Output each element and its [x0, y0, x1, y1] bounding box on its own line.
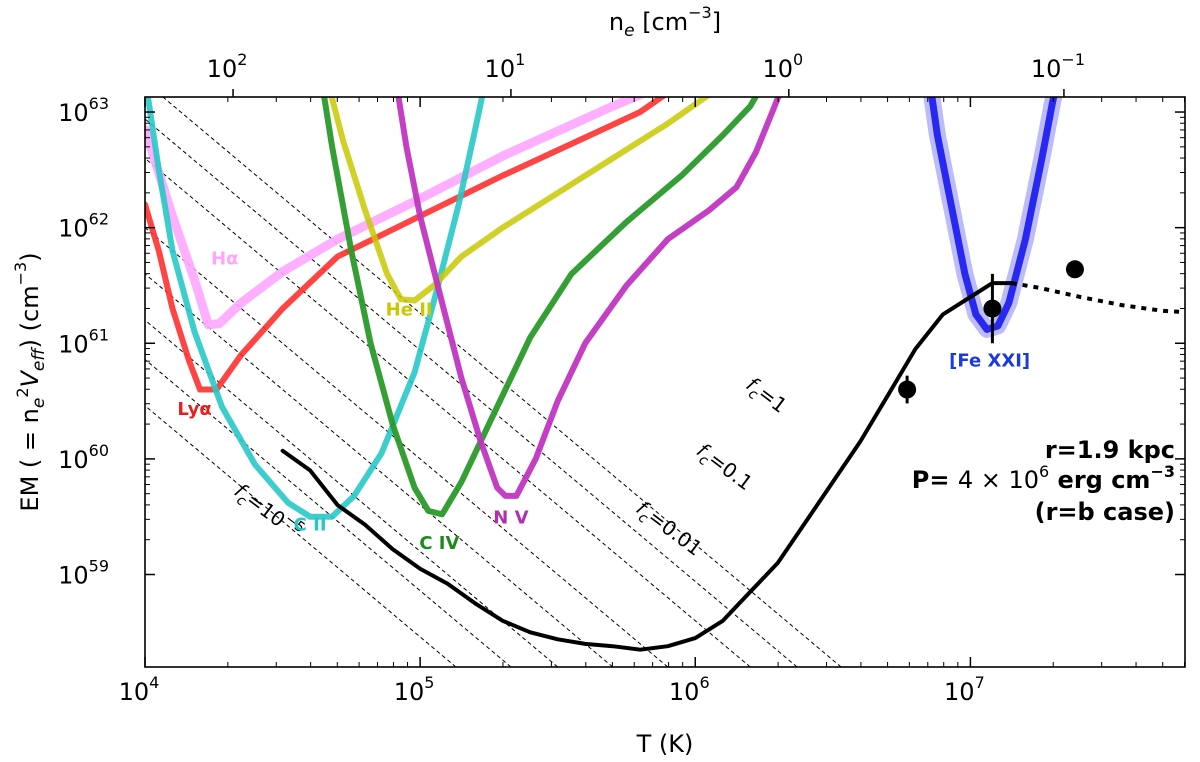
curve-c-iv [321, 97, 760, 518]
x-tick-label: 105 [394, 673, 435, 706]
fc-label-2: fc=0.01 [629, 496, 707, 564]
label-he-ii: He II [386, 300, 433, 321]
top-tick-label: 102 [207, 50, 248, 83]
annotation-pressure: P= 4 × 106 erg cm−3 [912, 462, 1175, 494]
label-n-v: N V [493, 508, 528, 529]
label-c-ii: C II [294, 515, 327, 536]
y-tick-label: 1059 [58, 557, 109, 590]
curve-labels: fc=1 fc=0.1fc=0.01 fc=10−5 Hα Lyα C II He II C … [177, 249, 1030, 564]
x-tick-label: 106 [669, 673, 710, 706]
y-tick-label: 1063 [58, 94, 109, 127]
curve-c-ii [145, 97, 486, 520]
curve-ly [145, 97, 667, 393]
y-axis-label: EM ( = ne2Veff) (cm−3) [11, 252, 49, 511]
fc-label-7: fc=10−5 [228, 477, 308, 548]
label-fe-xxi: [Fe XXI] [949, 350, 1030, 371]
curve-h [145, 97, 647, 330]
y-tick-label: 1062 [58, 210, 109, 243]
label-h: Hα [211, 249, 238, 270]
data-point-0 [898, 380, 917, 399]
curve-n-v [395, 97, 782, 499]
x-axis-label: T (K) [636, 730, 694, 758]
plot-frame [144, 96, 1186, 668]
fc-line-0 [162, 97, 842, 667]
fc-label-1: fc=0.1 [690, 438, 757, 498]
label-c-iv: C IV [419, 533, 459, 554]
top-tick-label: 100 [762, 50, 803, 83]
fc-line-3 [145, 226, 669, 667]
curve-model-dotted [1011, 281, 1185, 315]
fc-line-1 [145, 118, 798, 667]
curve-he-ii [328, 97, 711, 304]
label-ly: Lyα [177, 399, 211, 420]
x-tick-label: 104 [119, 673, 160, 706]
y-tick-label: 1060 [58, 441, 109, 474]
annotation-block: r=1.9 kpc P= 4 × 106 erg cm−3 (r=b case) [912, 436, 1175, 526]
top-axis-label: ne [cm−3] [609, 3, 721, 41]
data-point-2 [1065, 260, 1084, 279]
x-tick-label: 107 [944, 673, 985, 706]
annotation-case: (r=b case) [1035, 498, 1175, 526]
y-tick-label: 1061 [58, 325, 109, 358]
fc-lines [145, 97, 842, 667]
fc-label-0: fc=1 [739, 372, 791, 421]
fc-line-6 [145, 358, 512, 667]
annotation-radius: r=1.9 kpc [1045, 436, 1175, 464]
curve-model [280, 281, 1014, 652]
top-tick-label: 101 [485, 50, 526, 83]
fc-line-4 [145, 273, 614, 667]
fc-line-7 [145, 405, 457, 667]
data-point-1 [983, 299, 1002, 318]
top-tick-label: 10−1 [1031, 50, 1085, 83]
data-points [898, 260, 1084, 404]
